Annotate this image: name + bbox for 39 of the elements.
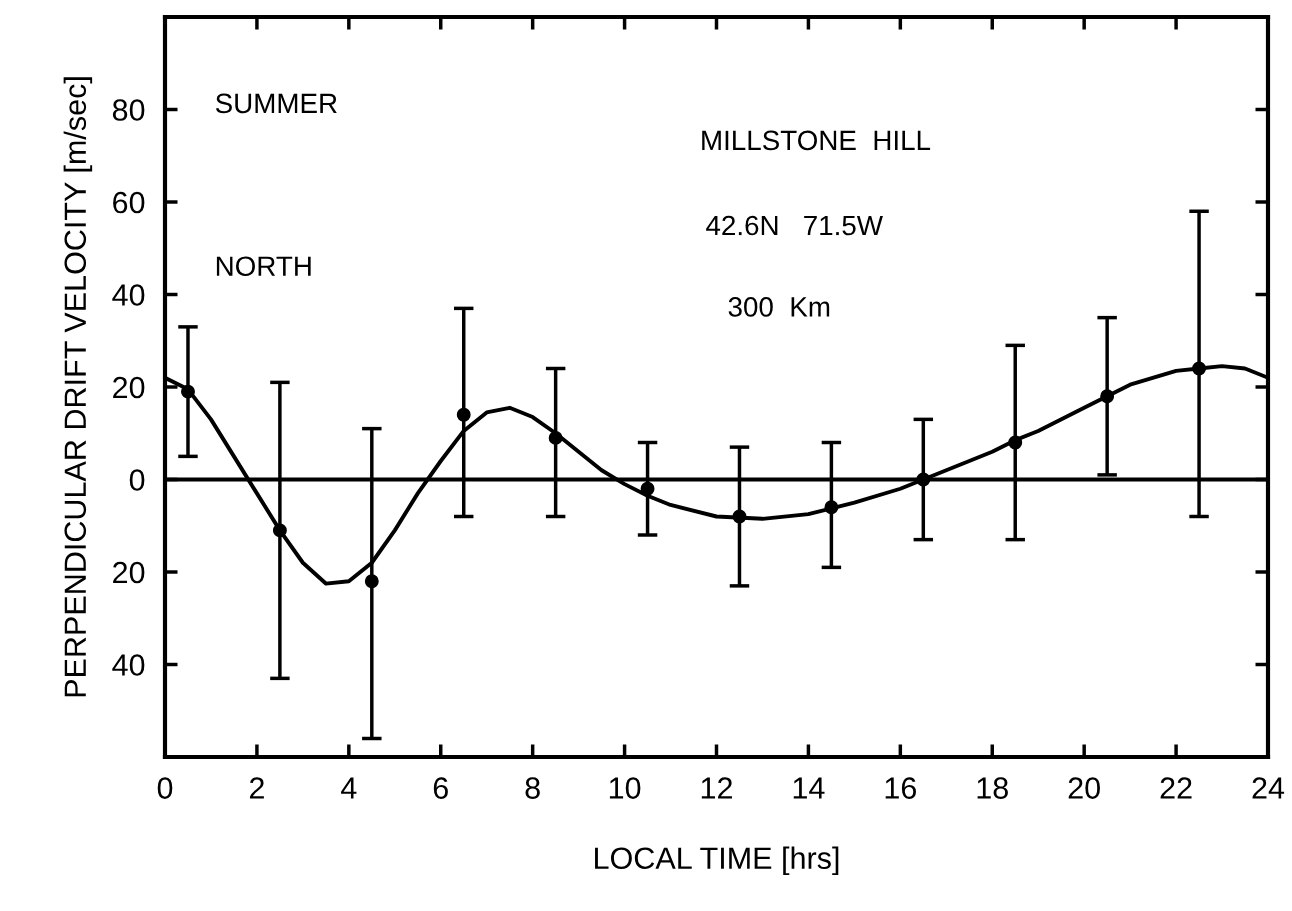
x-tick-label: 0 xyxy=(157,777,173,799)
point xyxy=(1100,389,1115,404)
annotation: 42.6N 71.5W xyxy=(706,215,883,236)
x-tick-label: 14 xyxy=(793,777,825,799)
annotation: 300 Km xyxy=(728,297,830,317)
x-tick-label: 16 xyxy=(885,777,916,799)
x-tick-label: 10 xyxy=(609,777,641,799)
annotation: SUMMER xyxy=(215,93,337,114)
point xyxy=(181,384,195,399)
point xyxy=(364,574,379,589)
y-tick-label: 60 xyxy=(113,191,145,214)
x-tick-label: 6 xyxy=(433,777,448,799)
point xyxy=(272,523,287,538)
y-tick-label: 40 xyxy=(112,284,145,306)
point xyxy=(548,430,563,445)
point xyxy=(640,481,655,496)
y-tick-label: 20 xyxy=(113,376,145,399)
point xyxy=(456,407,471,422)
x-tick-label: 22 xyxy=(1160,777,1192,799)
x-tick-label: 8 xyxy=(525,777,540,799)
point xyxy=(1008,435,1023,450)
y-axis-title: PERPENDICULAR DRIFT VELOCITY [m/sec] xyxy=(63,77,93,697)
annotation: MILLSTONE HILL xyxy=(702,130,931,151)
x-tick-label: 20 xyxy=(1068,777,1100,799)
y-tick-label: 20 xyxy=(113,561,145,584)
point xyxy=(824,500,839,515)
x-tick-label: 2 xyxy=(249,777,264,799)
x-tick-label: 12 xyxy=(701,777,732,799)
y-tick-label: 40 xyxy=(112,654,145,676)
y-tick-label: 0 xyxy=(129,469,145,491)
point xyxy=(732,509,747,524)
annotation: NORTH xyxy=(216,256,311,277)
point xyxy=(916,472,931,487)
x-tick-label: 24 xyxy=(1252,777,1285,799)
x-tick-label: 4 xyxy=(341,777,357,799)
x-tick-label: 18 xyxy=(977,777,1008,799)
point xyxy=(1192,361,1207,376)
x-axis-title: LOCAL TIME [hrs] xyxy=(595,846,839,876)
y-tick-label: 80 xyxy=(112,99,145,121)
